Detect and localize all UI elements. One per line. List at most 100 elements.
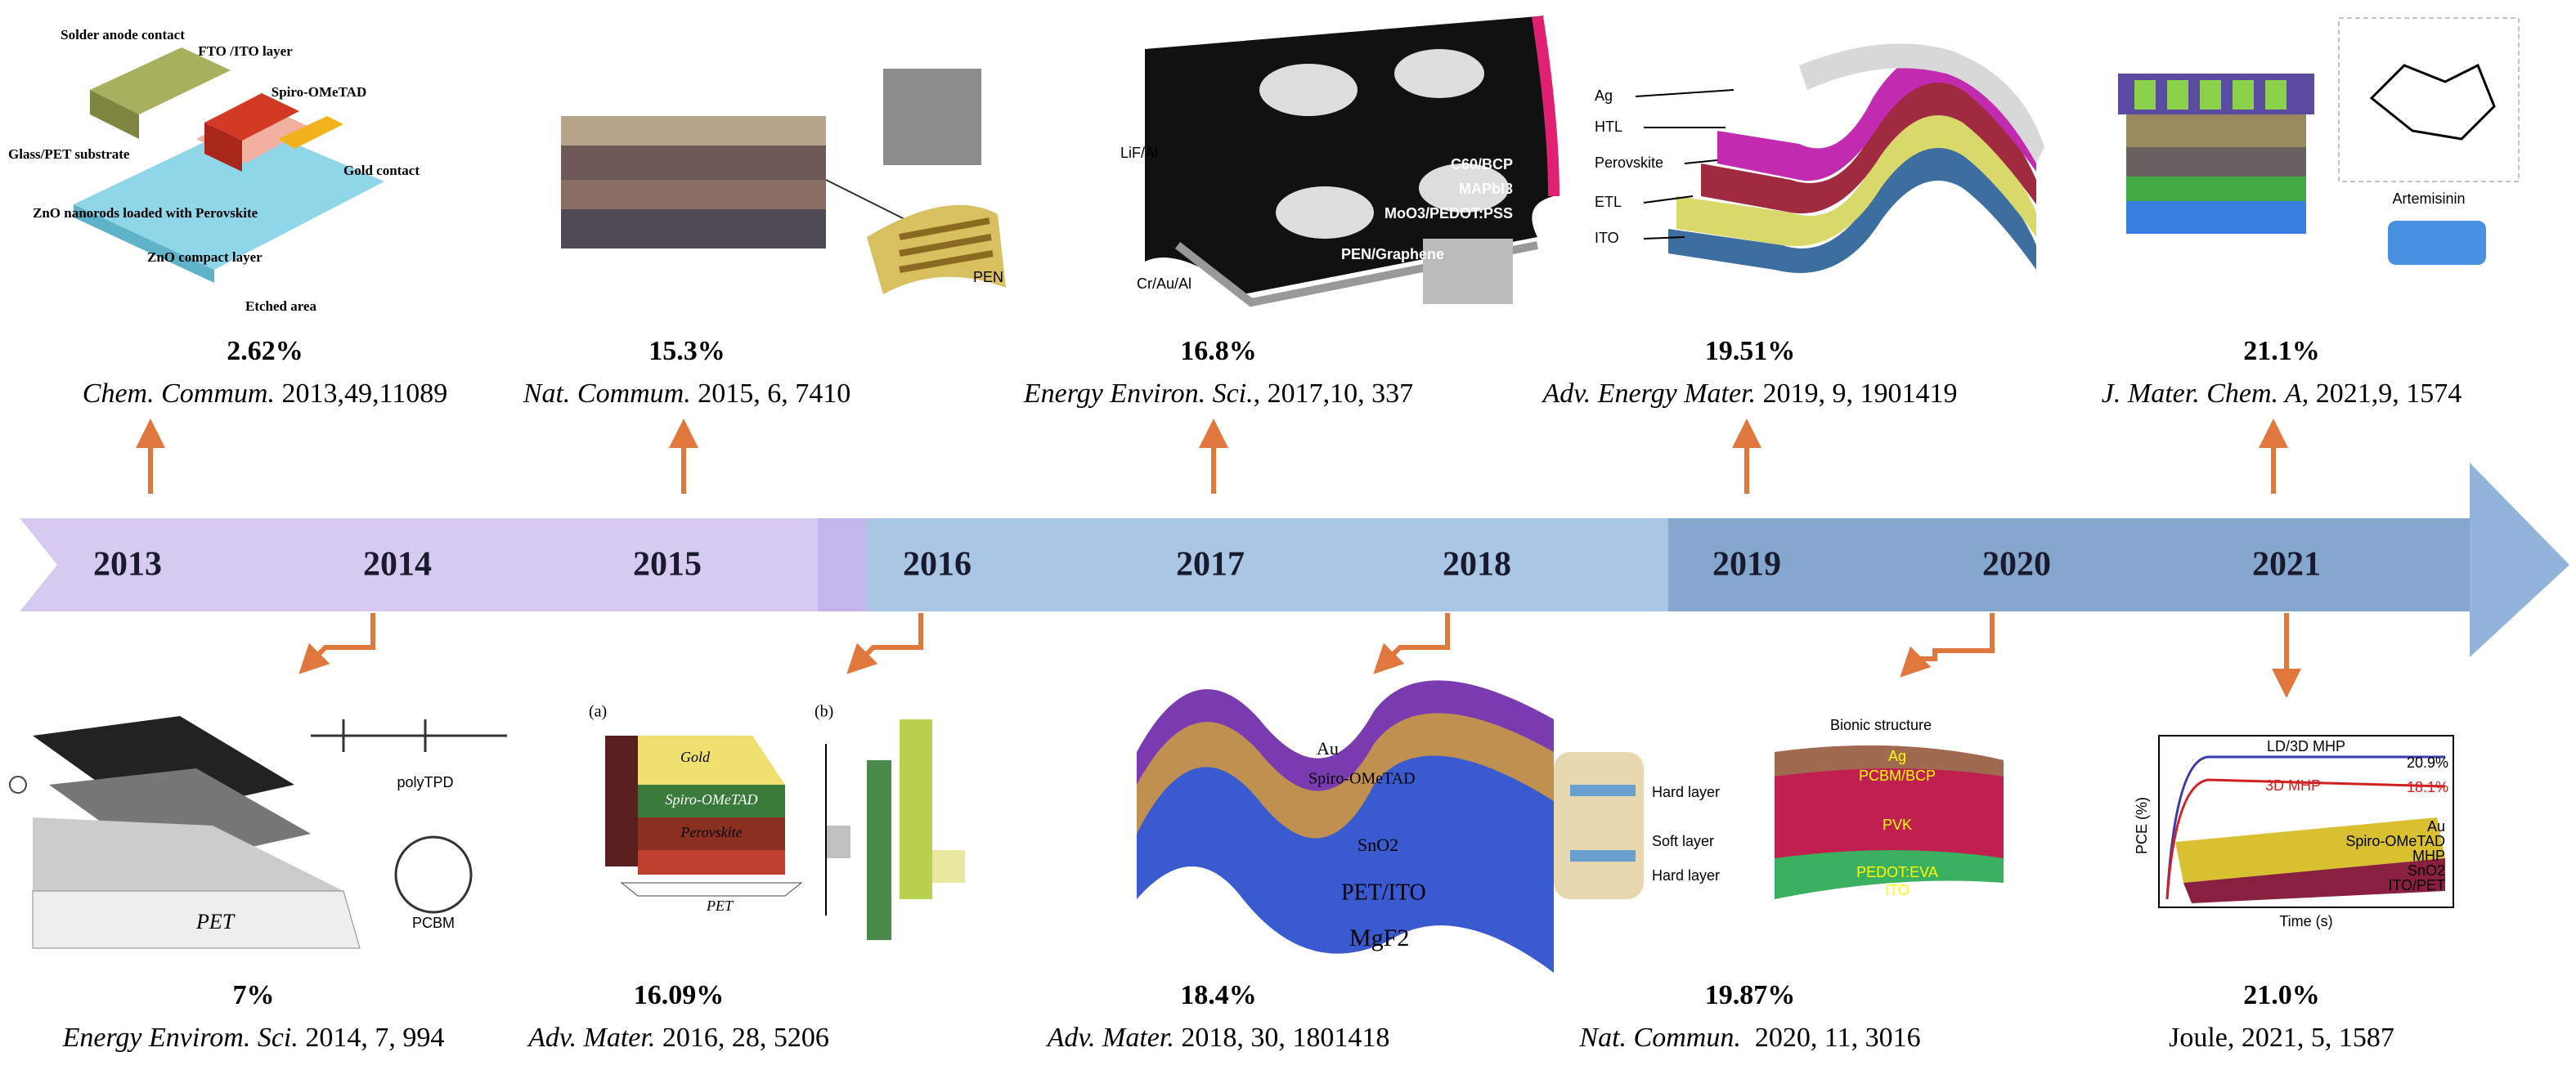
year-label: 2021 <box>2252 546 2321 584</box>
citation: Energy Envirom. Sci. 2014, 7, 994 <box>62 1023 445 1053</box>
citation-details: 2020, 11, 3016 <box>1741 1023 1921 1053</box>
panel-label: Hard layer <box>1652 784 1720 800</box>
year-label: 2015 <box>633 546 702 584</box>
journal: J. Mater. Chem. A <box>2102 378 2302 409</box>
panel-label: Soft layer <box>1652 833 1714 849</box>
citation: J. Mater. Chem. A, 2021,9, 1574 <box>2102 378 2462 409</box>
efficiency: 19.87% <box>1705 980 1796 1010</box>
panel-label: HTL <box>1595 119 1622 135</box>
year-label: 2017 <box>1176 546 1245 584</box>
citation: Energy Environ. Sci., 2017,10, 337 <box>1023 378 1413 409</box>
panel-label: Glass/PET substrate <box>8 146 130 162</box>
year-label: 2016 <box>903 546 972 584</box>
panel-label: Bionic structure <box>1830 717 1932 733</box>
efficiency: 18.4% <box>1180 980 1257 1010</box>
year-label: 2013 <box>93 546 162 584</box>
citation: Nat. Commun. 2020, 11, 3016 <box>1578 1023 1920 1053</box>
panel-label: LD/3D MHP <box>2267 738 2345 754</box>
panel-label: MgF2 <box>1349 925 1409 951</box>
panel-2013: Solder anode contact FTO /ITO layer Spir… <box>8 27 420 314</box>
panel-label: PET/ITO <box>1341 880 1426 905</box>
citation-details: 2018, 30, 1801418 <box>1174 1023 1390 1053</box>
panel-label: SnO2 <box>2408 862 2445 879</box>
panel-label: PET <box>195 910 236 933</box>
panel-label: PCBM <box>412 915 455 931</box>
panel-label: Cr/Au/Al <box>1137 275 1192 292</box>
panel-label: Gold <box>680 749 711 765</box>
citation-details: Joule, 2021, 5, 1587 <box>2169 1023 2394 1053</box>
bottom-arrows <box>298 613 2301 698</box>
panel-label: (a) <box>589 703 607 721</box>
efficiency: 19.51% <box>1705 336 1796 366</box>
panel-label: ZnO compact layer <box>147 249 263 265</box>
panel-label: MAPbI3 <box>1459 181 1513 197</box>
panel-label: 20.9% <box>2407 754 2448 771</box>
top-arrows <box>136 419 2288 494</box>
panel-label: MHP <box>2412 848 2445 864</box>
panel-label: ETL <box>1595 194 1622 210</box>
panel-label: Spiro-OMeTAD <box>1308 770 1416 788</box>
panel-label: Perovskite <box>680 824 742 840</box>
citation: Adv. Energy Mater. 2019, 9, 1901419 <box>1541 378 1957 409</box>
panel-label: 18.1% <box>2407 779 2448 795</box>
panel-2014: polyTPD PCBM PET <box>9 716 507 949</box>
citation: Nat. Commum. 2015, 6, 7410 <box>523 378 850 409</box>
panel-2021: Artemisinin <box>2118 17 2520 265</box>
panel-label: Solder anode contact <box>61 27 185 43</box>
panel-label: Ag <box>1595 87 1613 104</box>
journal: Nat. Commum. <box>523 378 691 409</box>
panel-label: Artemisinin <box>2392 190 2465 207</box>
panel-label: Time (s) <box>2279 913 2332 929</box>
panel-2015: PEN <box>561 69 1006 294</box>
panel-label: Spiro-OMeTAD <box>2345 833 2445 849</box>
efficiency: 2.62% <box>227 336 303 366</box>
citation-details: 2016, 28, 5206 <box>655 1023 829 1053</box>
efficiency: 21.1% <box>2243 336 2320 366</box>
year-label: 2020 <box>1982 546 2051 584</box>
panel-label: ZnO nanorods loaded with Perovskite <box>33 205 258 221</box>
panel-label: PVK <box>1883 817 1912 833</box>
panel-2016: (a) (b) Gold Spiro-OMeTAD Perovskite PET <box>589 703 965 940</box>
efficiency: 7% <box>233 980 275 1010</box>
citation-details: 2013,49,11089 <box>275 378 447 409</box>
journal: Nat. Commun. <box>1578 1023 1740 1053</box>
panel-2021b: LD/3D MHP 3D MHP 20.9% 18.1% PCE (%) Tim… <box>2134 735 2454 929</box>
citation: Chem. Commum. 2013,49,11089 <box>83 378 447 409</box>
timeline-band <box>20 463 2569 657</box>
panel-label: PEN/Graphene <box>1341 246 1444 262</box>
citation-details: , 2021,9, 1574 <box>2302 378 2462 409</box>
panel-label: ITO <box>1595 230 1619 246</box>
panel-label: PET <box>706 898 734 914</box>
panel-label: ITO/PET <box>2388 877 2445 893</box>
journal: Adv. Mater. <box>527 1023 655 1053</box>
journal: Energy Envirom. Sci. <box>62 1023 298 1053</box>
panel-label: LiF/Al <box>1120 145 1158 161</box>
panel-label: PEN <box>973 269 1003 285</box>
panel-label: Au <box>1317 738 1339 759</box>
panel-label: PCE (%) <box>2134 797 2150 854</box>
efficiency: 15.3% <box>648 336 725 366</box>
citation: Joule, 2021, 5, 1587 <box>2169 1023 2394 1053</box>
panel-label: Au <box>2427 818 2445 835</box>
panel-label: Ag <box>1888 748 1906 764</box>
panel-label: FTO /ITO layer <box>198 43 293 59</box>
panel-2017: LiF/Al C60/BCP MAPbI3 MoO3/PEDOT:PSS PEN… <box>1120 15 1560 307</box>
panel-label: Etched area <box>245 298 317 314</box>
panel-label: Perovskite <box>1595 154 1663 171</box>
panel-label: ITO <box>1885 882 1910 898</box>
citation-details: 2019, 9, 1901419 <box>1756 378 1958 409</box>
citation: Adv. Mater. 2016, 28, 5206 <box>527 1023 829 1053</box>
panel-label: 3D MHP <box>2265 777 2321 794</box>
panel-label: (b) <box>815 703 833 721</box>
panel-label: PCBM/BCP <box>1859 768 1936 784</box>
journal: Chem. Commum. <box>83 378 275 409</box>
efficiency: 21.0% <box>2243 980 2320 1010</box>
citation-details: 2015, 6, 7410 <box>691 378 851 409</box>
panel-label: C60/BCP <box>1451 156 1513 172</box>
panel-label: Hard layer <box>1652 867 1720 884</box>
citation-details: 2014, 7, 994 <box>298 1023 445 1053</box>
year-label: 2014 <box>363 546 432 584</box>
year-label: 2018 <box>1443 546 1511 584</box>
journal: Energy Environ. Sci. <box>1023 378 1254 409</box>
